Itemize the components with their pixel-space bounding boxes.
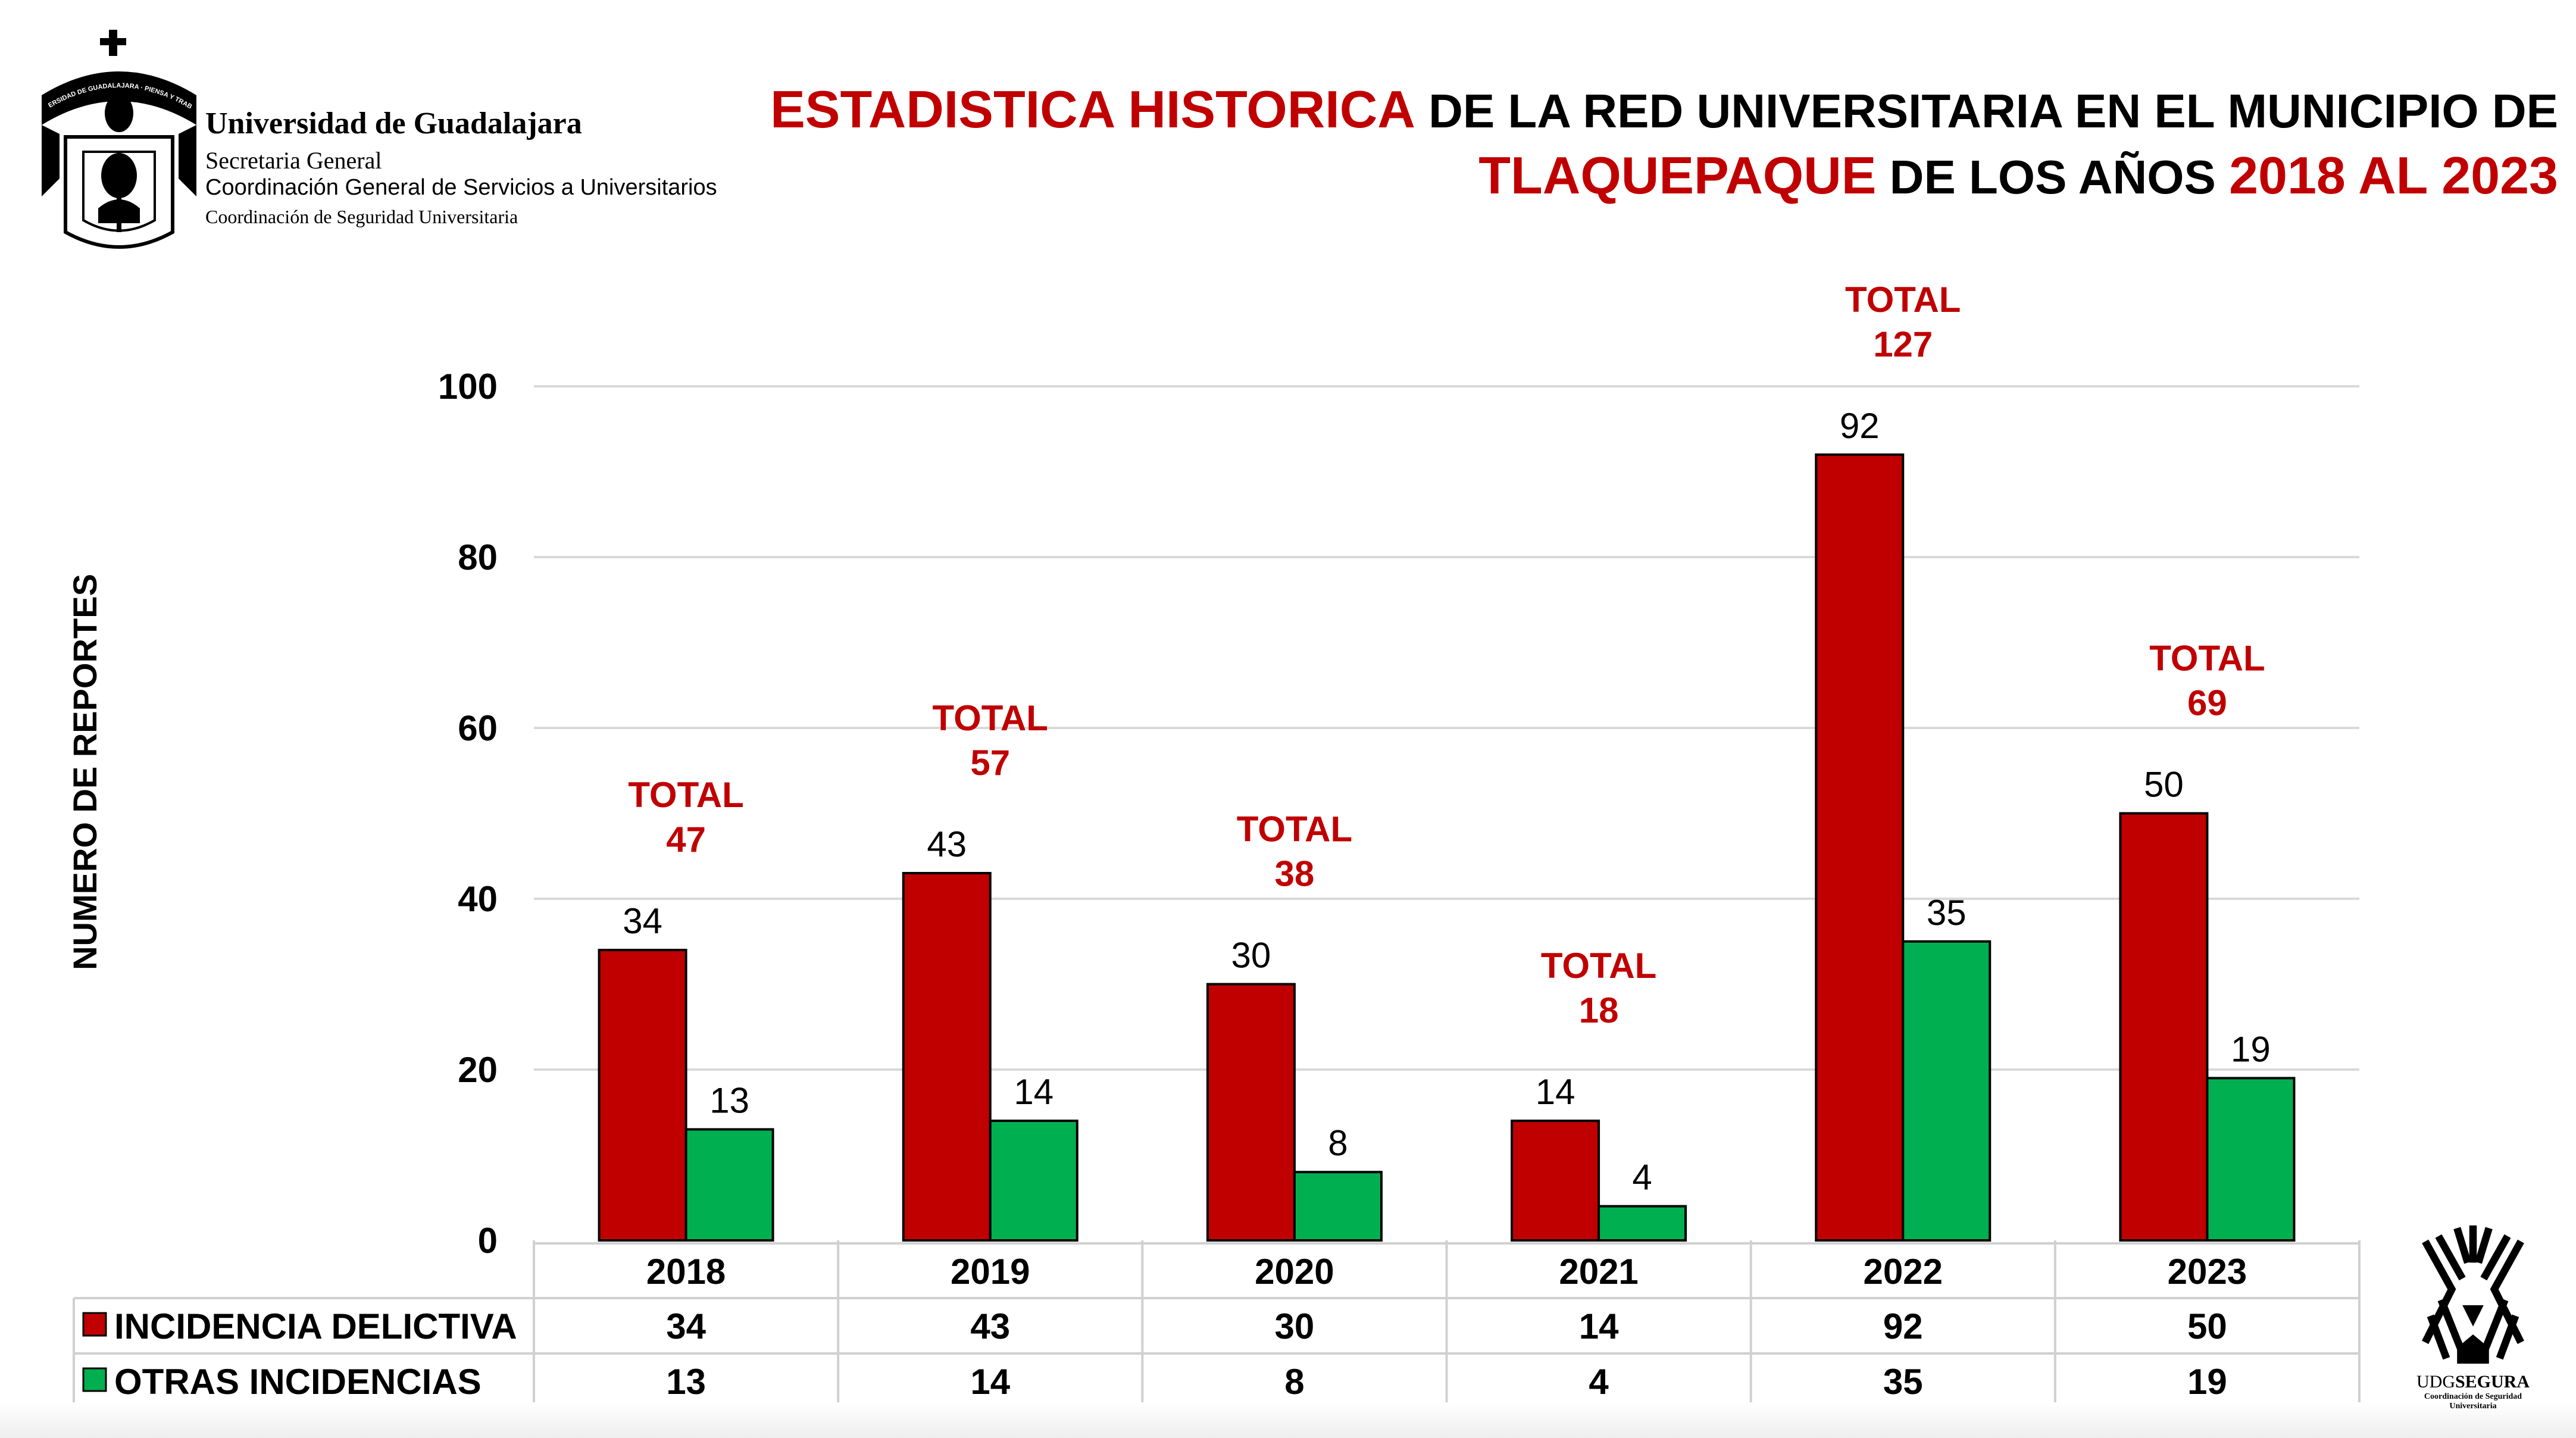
university-crest-logo: UNIVERSIDAD DE GUADALAJARA · PIENSA Y TR…: [36, 30, 196, 249]
total-label: TOTAL: [1845, 280, 1961, 320]
title-part1: ESTADISTICA HISTORICA: [770, 80, 1415, 139]
data-label: 14: [1536, 1072, 1575, 1112]
title-part4: DE LOS AÑOS: [1876, 151, 2230, 204]
table-cell: 14: [970, 1362, 1010, 1402]
data-label: 34: [623, 901, 662, 941]
total-value: 47: [666, 820, 706, 859]
total-label: TOTAL: [1541, 946, 1656, 986]
data-label: 4: [1632, 1158, 1652, 1198]
secretaria-general: Secretaria General: [205, 147, 382, 174]
page-title: ESTADISTICA HISTORICA DE LA RED UNIVERSI…: [770, 77, 2558, 210]
y-tick-label: 0: [478, 1221, 498, 1261]
y-tick-label: 40: [458, 879, 498, 919]
y-tick-label: 60: [458, 708, 498, 748]
bar-otras-incidencias: [989, 1120, 1078, 1242]
data-label: 14: [1014, 1072, 1053, 1112]
bar-otras-incidencias: [684, 1128, 774, 1242]
table-cell: 34: [666, 1306, 706, 1346]
bar-incidencia-delictiva: [598, 949, 687, 1242]
data-label: 43: [927, 824, 967, 864]
total-label: TOTAL: [628, 775, 743, 815]
udg-subtitle-line2: Universitaria: [2449, 1402, 2497, 1411]
table-cell: 14: [1579, 1306, 1619, 1346]
bar-otras-incidencias: [1598, 1205, 1687, 1242]
y-tick-label: 20: [458, 1050, 498, 1090]
udg-subtitle-line1: Coordinación de Seguridad: [2424, 1392, 2522, 1401]
total-value: 69: [2187, 683, 2227, 723]
bar-otras-incidencias: [1293, 1171, 1383, 1242]
bar-incidencia-delictiva: [1206, 983, 1296, 1242]
bar-incidencia-delictiva: [2119, 812, 2209, 1242]
udg-segura-logo: UDGSEGURA Coordinación de Seguridad Unive…: [2405, 1220, 2541, 1411]
data-label: 50: [2144, 765, 2184, 805]
x-tick-label: 2021: [1559, 1252, 1638, 1292]
coordinacion-seguridad: Coordinación de Seguridad Universitaria: [205, 206, 518, 227]
total-value: 127: [1873, 324, 1933, 364]
x-tick-label: 2022: [1864, 1252, 1943, 1292]
legend-label: OTRAS INCIDENCIAS: [114, 1362, 482, 1402]
legend-label: INCIDENCIA DELICTIVA: [114, 1306, 517, 1346]
total-value: 18: [1579, 990, 1619, 1030]
table-cell: 13: [666, 1362, 706, 1402]
title-part2: DE LA RED UNIVERSITARIA EN EL MUNICIPIO …: [1415, 85, 2558, 137]
udg-segura-subtitle: Coordinación de Seguridad Universitaria: [2405, 1392, 2541, 1411]
table-cell: 30: [1275, 1306, 1315, 1346]
bar-incidencia-delictiva: [1511, 1120, 1600, 1242]
data-label: 8: [1328, 1123, 1348, 1163]
udg-segura-name: UDGSEGURA: [2416, 1372, 2530, 1392]
table-cell: 43: [970, 1306, 1010, 1346]
y-tick-label: 100: [438, 367, 498, 407]
table-cell: 4: [1589, 1362, 1609, 1402]
bar-otras-incidencias: [2206, 1077, 2296, 1242]
bar-incidencia-delictiva: [902, 871, 992, 1242]
table-cell: 50: [2187, 1306, 2227, 1346]
data-label: 92: [1840, 406, 1880, 446]
coordinacion-general: Coordinación General de Servicios a Univ…: [205, 175, 717, 200]
legend-swatch: [82, 1312, 107, 1337]
title-part3: TLAQUEPAQUE: [1478, 146, 1877, 205]
title-part5: 2018 AL 2023: [2229, 146, 2558, 205]
x-tick-label: 2018: [646, 1252, 726, 1292]
total-label: TOTAL: [2149, 639, 2265, 679]
lion-icon: [2422, 1225, 2524, 1364]
y-tick-label: 80: [458, 537, 498, 577]
university-name: Universidad de Guadalajara: [205, 107, 582, 140]
total-label: TOTAL: [1237, 809, 1352, 849]
bar-otras-incidencias: [1902, 940, 1992, 1242]
x-tick-label: 2020: [1255, 1252, 1334, 1292]
bar-incidencia-delictiva: [1815, 453, 1905, 1242]
data-label: 30: [1231, 936, 1271, 976]
x-tick-label: 2023: [2168, 1252, 2247, 1292]
total-value: 38: [1275, 854, 1315, 894]
x-tick-label: 2019: [951, 1252, 1030, 1292]
table-cell: 19: [2187, 1362, 2227, 1402]
y-axis-title: NUMERO DE REPORTES: [66, 574, 104, 970]
table-cell: 35: [1883, 1362, 1923, 1402]
data-label: 13: [709, 1080, 749, 1120]
total-value: 57: [970, 743, 1010, 783]
legend-swatch: [82, 1367, 107, 1392]
table-cell: 8: [1284, 1362, 1304, 1402]
bottom-shade: [0, 1402, 2576, 1438]
table-cell: 92: [1883, 1306, 1923, 1346]
total-label: TOTAL: [933, 698, 1048, 738]
data-label: 19: [2231, 1029, 2271, 1069]
data-label: 35: [1927, 893, 1967, 933]
